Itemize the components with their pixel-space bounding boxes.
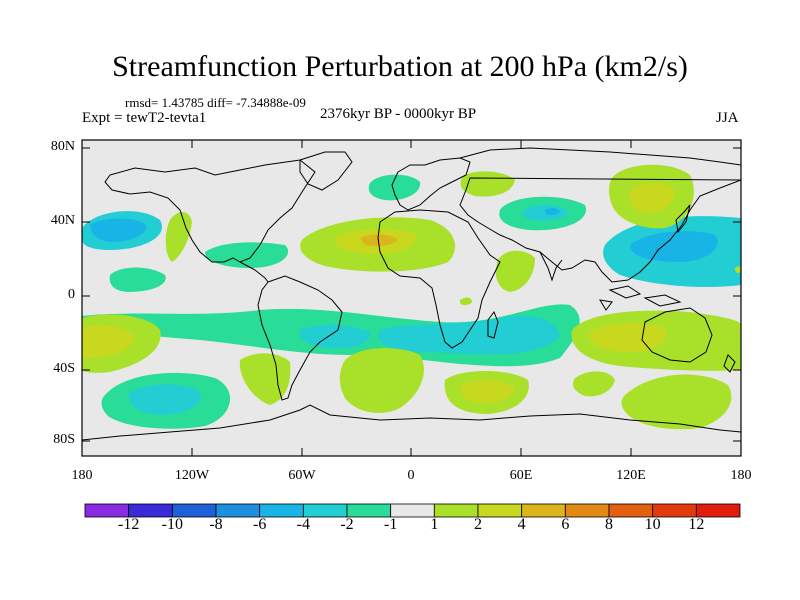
map-title: Streamfunction Perturbation at 200 hPa (… <box>112 50 688 83</box>
contour-region <box>165 211 192 262</box>
contour-region <box>545 207 560 216</box>
contour-region <box>628 182 675 214</box>
contour-region <box>630 231 718 262</box>
season-label: JJA <box>716 110 739 126</box>
contour-region <box>339 348 424 413</box>
colorbar-label: 1 <box>430 516 439 533</box>
colorbar <box>84 503 741 518</box>
contour-region <box>239 353 291 405</box>
colorbar-label: -2 <box>340 516 354 533</box>
colorbar-label: -6 <box>252 516 267 533</box>
colorbar-label: 8 <box>605 516 613 533</box>
contour-region <box>460 380 515 404</box>
lon-label-60e: 60E <box>509 468 533 483</box>
lat-label-40s: 40S <box>53 361 75 376</box>
axis-ticks <box>82 140 741 456</box>
contour-region <box>495 250 535 292</box>
contour-region <box>377 315 560 355</box>
contour-region <box>589 323 667 352</box>
contour-region <box>90 218 146 242</box>
contour-region <box>109 267 166 292</box>
colorbar-label: -12 <box>117 516 140 533</box>
colorbar-box <box>695 503 741 518</box>
lon-label-120w: 120W <box>174 468 210 483</box>
contour-region <box>735 266 741 273</box>
colorbar-label: 10 <box>644 516 661 533</box>
period-label: 2376kyr BP - 0000kyr BP <box>320 106 477 122</box>
colorbar-label: -10 <box>161 516 183 533</box>
coastlines <box>82 147 741 441</box>
lon-label-180w: 180 <box>71 468 93 483</box>
lat-label-40n: 40N <box>50 213 75 228</box>
contour-region <box>460 297 472 306</box>
lon-label-180e: 180 <box>730 468 752 483</box>
lat-label-0: 0 <box>68 287 75 302</box>
experiment-label: Expt = tewT2-tevta1 <box>82 110 207 126</box>
colorbar-label: 2 <box>474 516 482 533</box>
lon-label-0: 0 <box>407 468 415 483</box>
lon-label-60w: 60W <box>288 468 316 483</box>
stats-label: rmsd= 1.43785 diff= -7.34888e-09 <box>125 95 306 110</box>
contour-region <box>82 325 134 358</box>
colorbar-label: -8 <box>209 516 223 533</box>
colorbar-label: 12 <box>688 516 705 533</box>
contour-region <box>621 374 732 430</box>
lat-label-80n: 80N <box>50 139 75 154</box>
contour-region <box>368 174 421 201</box>
lat-label-80s: 80S <box>53 432 75 447</box>
colorbar-label: -4 <box>296 516 310 533</box>
colorbar-label: -1 <box>383 516 398 533</box>
colorbar-label: 4 <box>517 516 526 533</box>
contour-region <box>573 371 615 397</box>
contour-region <box>360 234 398 246</box>
colorbar-label: 6 <box>561 516 570 533</box>
contour-region <box>299 324 371 349</box>
lon-label-120e: 120E <box>616 468 646 483</box>
contour-region <box>129 384 201 415</box>
